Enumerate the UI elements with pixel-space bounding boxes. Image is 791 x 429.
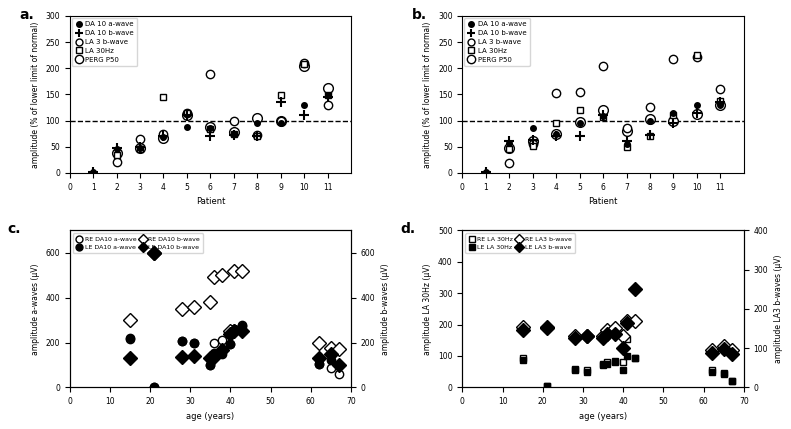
X-axis label: Patient: Patient — [589, 197, 618, 206]
Y-axis label: amplitude (% of lower limit of normal): amplitude (% of lower limit of normal) — [423, 21, 433, 168]
Text: d.: d. — [400, 223, 415, 236]
Y-axis label: amplitude b-waves (μV): amplitude b-waves (μV) — [381, 263, 390, 355]
Legend: RE DA10 a-wave, LE DA10 a-wave, RE DA10 b-wave, LE DA10 b-wave: RE DA10 a-wave, LE DA10 a-wave, RE DA10 … — [73, 233, 203, 253]
Text: c.: c. — [8, 223, 21, 236]
Y-axis label: amplitude LA 30Hz (μV): amplitude LA 30Hz (μV) — [423, 263, 433, 355]
Y-axis label: amplitude LA3 b-waves (μV): amplitude LA3 b-waves (μV) — [774, 255, 782, 363]
Legend: DA 10 a-wave, DA 10 b-wave, LA 3 b-wave, LA 30Hz, PERG P50: DA 10 a-wave, DA 10 b-wave, LA 3 b-wave,… — [72, 18, 137, 66]
Legend: DA 10 a-wave, DA 10 b-wave, LA 3 b-wave, LA 30Hz, PERG P50: DA 10 a-wave, DA 10 b-wave, LA 3 b-wave,… — [464, 18, 530, 66]
X-axis label: age (years): age (years) — [579, 412, 627, 421]
X-axis label: Patient: Patient — [195, 197, 225, 206]
Text: a.: a. — [19, 8, 34, 22]
Legend: RE LA 30Hz, LE LA 30Hz, RE LA3 b-wave, LE LA3 b-wave: RE LA 30Hz, LE LA 30Hz, RE LA3 b-wave, L… — [465, 233, 575, 253]
Y-axis label: amplitude a-waves (μV): amplitude a-waves (μV) — [31, 263, 40, 355]
Y-axis label: amplitude (% of lower limit of normal): amplitude (% of lower limit of normal) — [31, 21, 40, 168]
X-axis label: age (years): age (years) — [186, 412, 234, 421]
Text: b.: b. — [411, 8, 427, 22]
